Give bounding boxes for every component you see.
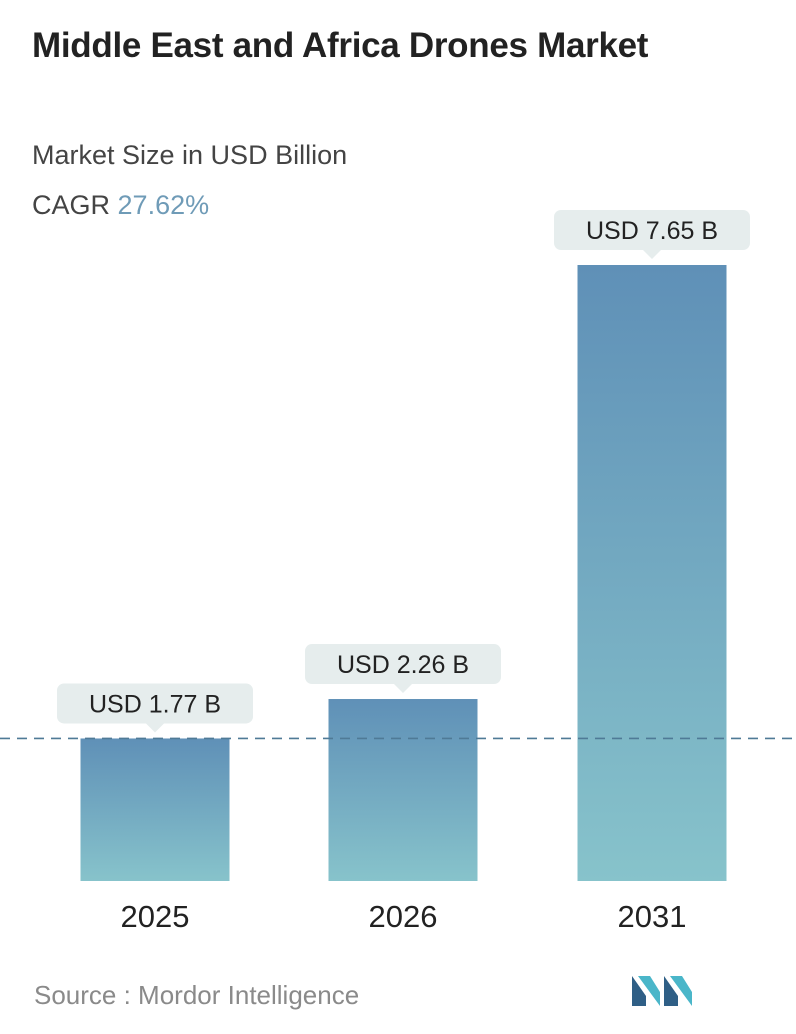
chart-title: Middle East and Africa Drones Market — [32, 26, 649, 65]
cagr-value: 27.62% — [117, 190, 210, 220]
cagr-info: CAGR 27.62% — [32, 190, 209, 221]
value-label-2026: USD 2.26 B — [305, 644, 501, 694]
bar-2025 — [80, 738, 230, 881]
chart-subtitle: Market Size in USD Billion — [32, 140, 348, 170]
value-label-text: USD 1.77 B — [89, 690, 221, 718]
value-label-2031: USD 7.65 B — [554, 210, 750, 259]
value-label-background — [305, 644, 501, 685]
value-label-background — [554, 210, 750, 250]
value-label-2025: USD 1.77 B — [57, 683, 253, 733]
value-label-pointer — [394, 684, 412, 694]
x-tick-label-2025: 2025 — [121, 899, 190, 934]
bars-layer — [80, 265, 727, 881]
mordor-intelligence-logo-icon — [630, 970, 696, 1015]
source-text: Source : Mordor Intelligence — [34, 980, 360, 1010]
bar-2026 — [328, 699, 478, 881]
cagr-label: CAGR — [32, 190, 111, 220]
value-label-background — [57, 683, 253, 724]
bar-2031 — [577, 265, 727, 881]
value-labels-layer: USD 1.77 B USD 2.26 B USD 7.65 B — [57, 210, 750, 733]
value-label-text: USD 7.65 B — [586, 217, 718, 245]
value-label-pointer — [643, 250, 661, 259]
x-tick-labels-layer: 2025 2026 2031 — [121, 899, 687, 934]
x-tick-label-2031: 2031 — [618, 899, 687, 934]
value-label-text: USD 2.26 B — [337, 651, 469, 679]
value-label-pointer — [146, 723, 164, 733]
x-tick-label-2026: 2026 — [369, 899, 438, 934]
